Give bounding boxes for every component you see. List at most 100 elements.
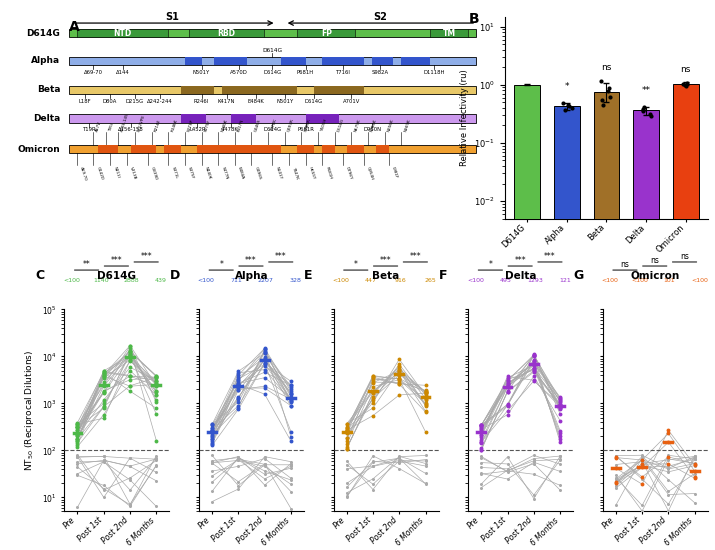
Text: Δ242-244: Δ242-244 xyxy=(147,98,173,103)
Bar xyxy=(514,85,540,550)
Text: ***: *** xyxy=(410,252,421,261)
Title: D614G: D614G xyxy=(97,271,137,281)
Text: E: E xyxy=(304,269,312,282)
Text: <100: <100 xyxy=(691,278,708,283)
Bar xyxy=(231,114,256,123)
Bar xyxy=(401,57,430,65)
Text: D215G: D215G xyxy=(126,98,144,103)
Text: A67V: A67V xyxy=(96,120,103,132)
Bar xyxy=(181,85,214,94)
Text: T716I: T716I xyxy=(335,70,350,75)
Text: *: * xyxy=(488,260,493,269)
Text: D796Y: D796Y xyxy=(345,166,353,180)
Text: 1140: 1140 xyxy=(94,278,109,283)
Text: D614G: D614G xyxy=(263,70,282,75)
Text: 121: 121 xyxy=(559,278,571,283)
Text: V213B: V213B xyxy=(129,166,137,180)
Text: **: ** xyxy=(83,260,91,269)
Text: A: A xyxy=(69,20,79,34)
Text: A570D: A570D xyxy=(230,70,248,75)
Text: D950N: D950N xyxy=(363,128,381,133)
Text: <100  <100  101  <100: <100 <100 101 <100 xyxy=(0,549,1,550)
Text: G496S: G496S xyxy=(254,166,262,180)
Y-axis label: Relative Infectivity (ru): Relative Infectivity (ru) xyxy=(460,69,469,166)
Point xyxy=(596,96,607,104)
Text: ***: *** xyxy=(380,256,391,265)
Bar xyxy=(98,145,119,153)
Text: <100: <100 xyxy=(601,278,618,283)
Text: P681H: P681H xyxy=(325,166,332,180)
Text: ***: *** xyxy=(514,256,526,265)
Text: T478K: T478K xyxy=(222,128,239,133)
Point xyxy=(603,84,614,92)
Text: ns: ns xyxy=(601,63,611,72)
Bar xyxy=(181,114,206,123)
Text: D1118H: D1118H xyxy=(424,70,445,75)
Text: Δ156-158: Δ156-158 xyxy=(118,128,144,133)
Text: P681R: P681R xyxy=(297,128,314,133)
Point xyxy=(597,101,608,109)
Text: D614G: D614G xyxy=(26,29,60,38)
Text: ns: ns xyxy=(651,256,659,265)
Point xyxy=(605,92,616,101)
Bar xyxy=(305,114,339,123)
Point xyxy=(602,87,613,96)
Bar xyxy=(69,29,476,37)
Text: Q954H: Q954H xyxy=(366,166,374,180)
Title: Omicron: Omicron xyxy=(631,271,680,281)
Text: ns: ns xyxy=(680,252,689,261)
Point xyxy=(563,102,575,111)
Text: 2207: 2207 xyxy=(258,278,274,283)
Title: Alpha: Alpha xyxy=(235,271,268,281)
Bar xyxy=(372,57,393,65)
Text: *: * xyxy=(220,260,223,269)
Bar xyxy=(185,57,202,65)
Text: NTD: NTD xyxy=(114,29,132,38)
Text: Δ144: Δ144 xyxy=(116,70,129,75)
Text: ***: *** xyxy=(544,252,556,261)
Text: Y505H: Y505H xyxy=(320,118,328,132)
Text: 2888: 2888 xyxy=(124,278,139,283)
Text: ***: *** xyxy=(140,252,152,261)
Text: ns: ns xyxy=(681,65,691,74)
Bar xyxy=(197,145,280,153)
Text: T547K: T547K xyxy=(291,166,299,179)
Bar xyxy=(673,84,699,550)
Text: Delta: Delta xyxy=(33,114,60,123)
Text: L212VPE: L212VPE xyxy=(137,114,147,132)
Text: 439: 439 xyxy=(155,278,167,283)
Bar xyxy=(593,92,619,550)
Text: N856K: N856K xyxy=(387,118,395,132)
Point xyxy=(637,106,649,114)
Text: 495: 495 xyxy=(499,278,511,283)
Text: Q493R: Q493R xyxy=(287,118,295,132)
Text: S371L: S371L xyxy=(170,166,178,179)
Point xyxy=(557,99,568,108)
Text: T19R: T19R xyxy=(82,128,96,133)
Text: 265: 265 xyxy=(425,278,436,283)
Point xyxy=(680,81,691,90)
Point xyxy=(562,101,573,109)
Text: FP: FP xyxy=(321,29,332,38)
Text: S1: S1 xyxy=(166,12,179,22)
Text: D614G: D614G xyxy=(305,98,323,103)
Text: 1293: 1293 xyxy=(527,278,543,283)
Bar xyxy=(297,145,314,153)
Text: RBD: RBD xyxy=(217,29,235,38)
Text: F: F xyxy=(439,269,447,282)
Bar xyxy=(322,57,364,65)
Text: <100: <100 xyxy=(631,278,649,283)
Text: D614G: D614G xyxy=(262,48,282,53)
Text: <100: <100 xyxy=(63,278,80,283)
Text: H655Y: H655Y xyxy=(307,166,315,180)
Text: N679K: N679K xyxy=(353,118,361,132)
Text: <100  495  1293  121: <100 495 1293 121 xyxy=(0,549,1,550)
Bar xyxy=(430,29,468,37)
Text: L18F: L18F xyxy=(79,98,92,103)
Text: Alpha: Alpha xyxy=(31,56,60,65)
Point xyxy=(637,107,649,116)
Text: D614G: D614G xyxy=(263,128,282,133)
Point xyxy=(646,112,657,120)
Text: R346K: R346K xyxy=(170,118,178,132)
Point xyxy=(637,104,649,113)
